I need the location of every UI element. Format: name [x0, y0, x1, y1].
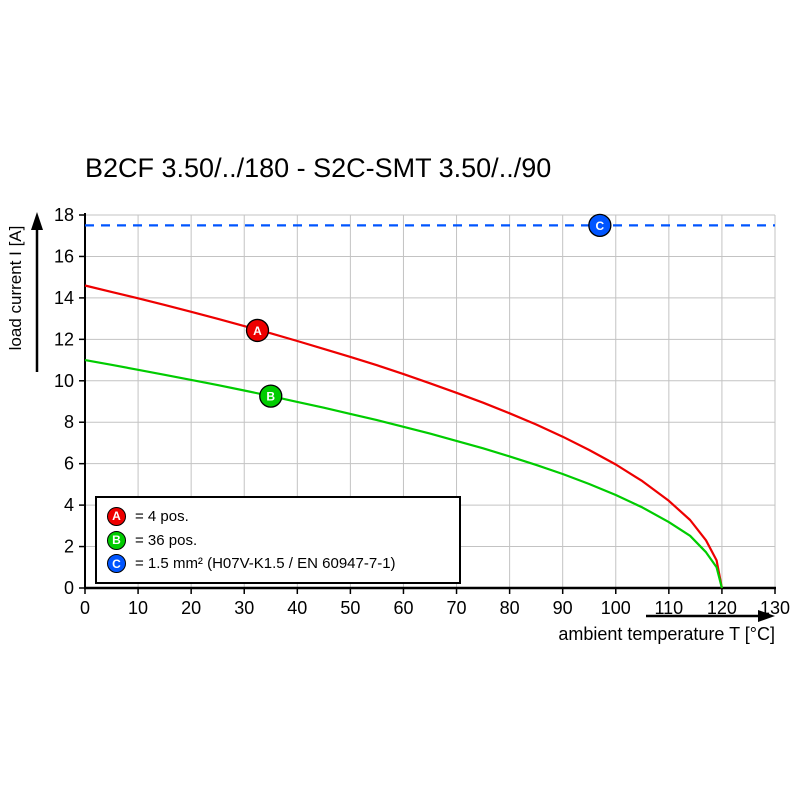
x-tick-label: 0	[80, 598, 90, 618]
series-curve-b	[84, 359, 723, 589]
legend: A = 4 pos. B = 36 pos. C = 1.5 mm² (H07V…	[95, 496, 461, 584]
y-axis-arrowhead-icon	[31, 212, 43, 230]
y-tick-label: 0	[64, 578, 74, 598]
curve-marker-label-b: B	[266, 390, 275, 404]
legend-marker-b-icon: B	[107, 530, 126, 550]
legend-row-a: A = 4 pos.	[107, 506, 449, 526]
x-tick-label: 10	[128, 598, 148, 618]
y-axis-label: load current I [A]	[6, 225, 25, 351]
curve-marker-a	[245, 318, 270, 343]
legend-marker-c-icon: C	[107, 554, 126, 574]
y-tick-label: 16	[54, 246, 74, 266]
y-tick-label: 8	[64, 412, 74, 432]
curve-marker-label-c: C	[596, 219, 605, 233]
x-tick-label: 30	[234, 598, 254, 618]
legend-label-b: = 36 pos.	[135, 531, 198, 549]
y-tick-label: 18	[54, 205, 74, 225]
legend-row-c: C = 1.5 mm² (H07V-K1.5 / EN 60947-7-1)	[107, 554, 449, 574]
legend-marker-a-icon: A	[107, 506, 126, 526]
x-tick-label: 120	[707, 598, 737, 618]
series-curve-a	[84, 284, 723, 589]
legend-label-c: = 1.5 mm² (H07V-K1.5 / EN 60947-7-1)	[135, 555, 396, 573]
x-tick-label: 50	[340, 598, 360, 618]
x-tick-label: 40	[287, 598, 307, 618]
x-axis-label: ambient temperature T [°C]	[558, 624, 775, 644]
x-tick-label: 20	[181, 598, 201, 618]
x-axis-arrowhead-icon	[758, 610, 775, 622]
y-tick-label: 10	[54, 371, 74, 391]
x-tick-label: 70	[447, 598, 467, 618]
y-tick-label: 4	[64, 495, 74, 515]
x-tick-label: 80	[500, 598, 520, 618]
curve-marker-label-a: A	[253, 324, 262, 338]
legend-row-b: B = 36 pos.	[107, 530, 449, 550]
y-tick-label: 2	[64, 537, 74, 557]
x-tick-label: 90	[553, 598, 573, 618]
y-tick-label: 12	[54, 329, 74, 349]
x-tick-label: 110	[654, 598, 683, 618]
chart-title: B2CF 3.50/../180 - S2C-SMT 3.50/../90	[85, 153, 552, 183]
y-tick-label: 6	[64, 454, 74, 474]
legend-label-a: = 4 pos.	[135, 507, 189, 525]
x-tick-label: 130	[760, 598, 790, 618]
x-tick-label: 100	[601, 598, 631, 618]
curve-marker-b	[259, 384, 283, 408]
curve-marker-c	[588, 213, 612, 238]
y-tick-label: 14	[54, 288, 74, 308]
x-tick-label: 60	[393, 598, 413, 618]
